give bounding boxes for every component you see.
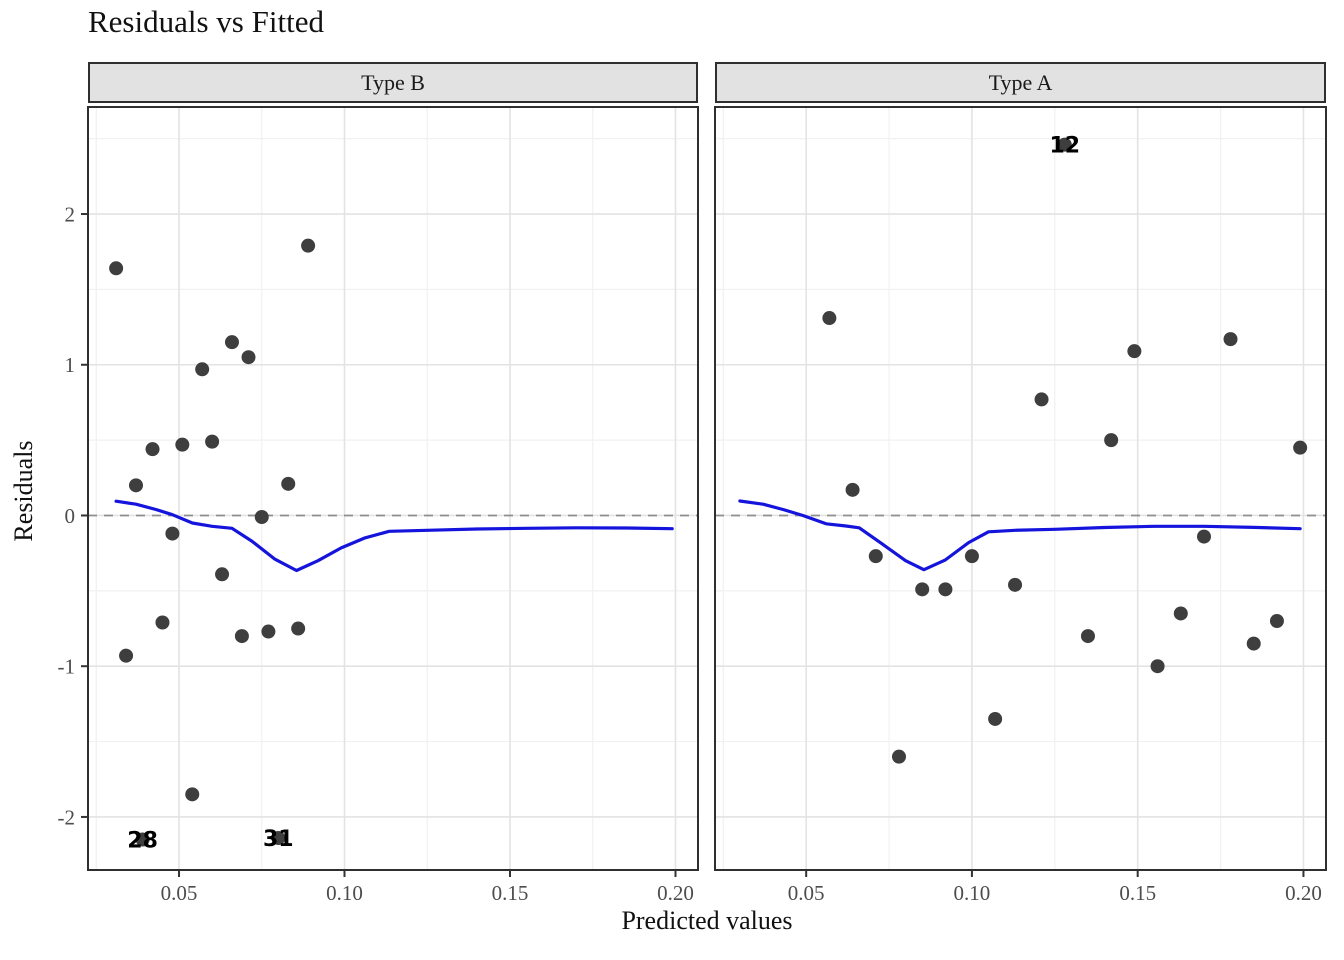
smooth-line	[738, 499, 1302, 572]
x-tick-label: 0.05	[788, 881, 825, 905]
facet-strip-type-a: Type A	[715, 62, 1326, 103]
facet-strip-type-b: Type B	[88, 62, 698, 103]
data-point	[261, 624, 276, 639]
point-label: 28	[127, 828, 158, 853]
labeled-data-point	[135, 832, 150, 847]
data-point	[185, 787, 200, 802]
y-tick-label: 0	[65, 504, 76, 528]
x-tick-label: 0.05	[161, 881, 198, 905]
data-point	[822, 311, 837, 326]
plot-title: Residuals vs Fitted	[88, 4, 324, 39]
x-tick-label: 0.10	[326, 881, 363, 905]
y-tick-label: 2	[65, 202, 76, 226]
data-point	[1080, 629, 1095, 644]
data-point	[1008, 577, 1023, 592]
smooth-line	[114, 499, 674, 573]
data-point	[128, 478, 143, 493]
data-point	[291, 621, 306, 636]
data-point	[915, 582, 930, 597]
data-point	[241, 350, 256, 365]
data-point	[109, 261, 124, 276]
panel-background	[715, 107, 1326, 870]
labeled-data-point	[271, 831, 286, 846]
data-point	[1104, 433, 1119, 448]
x-tick-label: 0.20	[1285, 881, 1322, 905]
data-point	[1293, 440, 1308, 455]
y-tick-label: -1	[58, 655, 76, 679]
data-point	[175, 437, 190, 452]
data-point	[254, 509, 269, 524]
facet-strip-label: Type A	[988, 69, 1053, 95]
x-tick-label: 0.20	[657, 881, 694, 905]
data-point	[845, 482, 860, 497]
data-point	[938, 582, 953, 597]
data-point	[205, 434, 220, 449]
y-tick-label: -2	[58, 805, 76, 829]
data-point	[165, 526, 180, 541]
data-point	[301, 238, 316, 253]
facet-strip-label: Type B	[361, 69, 425, 95]
panel-border	[87, 106, 699, 871]
data-point	[964, 549, 979, 564]
y-axis-title: Residuals	[9, 440, 38, 542]
data-point	[155, 615, 170, 630]
data-point	[868, 549, 883, 564]
x-tick-label: 0.15	[492, 881, 529, 905]
data-point	[1223, 332, 1238, 347]
data-point	[1246, 636, 1261, 651]
panel-background	[88, 107, 698, 870]
data-point	[891, 749, 906, 764]
labeled-data-point	[1057, 137, 1072, 152]
panel-border	[714, 106, 1327, 871]
y-tick-label: 1	[65, 353, 76, 377]
point-label: 12	[1049, 134, 1080, 159]
data-point	[1127, 344, 1142, 359]
x-tick-label: 0.15	[1119, 881, 1156, 905]
data-point	[1196, 529, 1211, 544]
data-point	[215, 567, 230, 582]
data-point	[1150, 659, 1165, 674]
data-point	[1034, 392, 1049, 407]
point-label: 31	[263, 827, 294, 852]
data-point	[988, 711, 1003, 726]
data-point	[1269, 613, 1284, 628]
data-point	[234, 629, 249, 644]
data-point	[119, 648, 134, 663]
x-axis-title: Predicted values	[621, 906, 793, 935]
data-point	[145, 442, 160, 457]
data-point	[281, 476, 296, 491]
x-tick-label: 0.10	[954, 881, 991, 905]
data-point	[1173, 606, 1188, 621]
data-point	[224, 335, 239, 350]
data-point	[195, 362, 210, 377]
